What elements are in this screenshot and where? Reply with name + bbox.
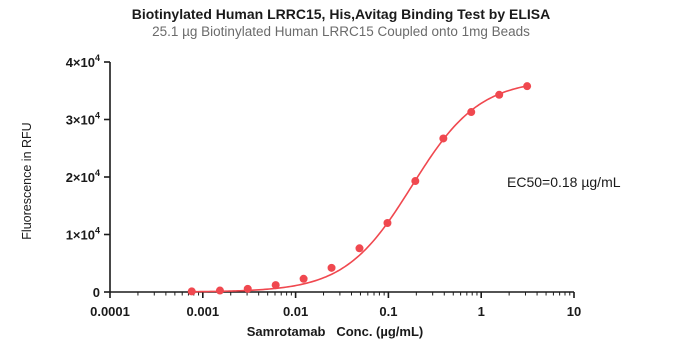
data-point: [411, 177, 420, 186]
data-point: [439, 134, 448, 143]
y-ticks: 0 1×104 2×104 3×104 4×104: [66, 53, 110, 300]
x-axis-label: Samrotamab Conc. (µg/mL): [247, 324, 424, 339]
y-axis-label: Fluorescence in RFU: [20, 122, 34, 239]
chart-subtitle: 25.1 µg Biotinylated Human LRRC15 Couple…: [152, 24, 530, 39]
y-tick-label: 3×104: [66, 111, 100, 128]
y-tick-label: 1×104: [66, 226, 100, 243]
y-tick-label: 0: [93, 285, 100, 300]
data-point: [355, 244, 364, 253]
data-point: [187, 287, 196, 296]
axes: [109, 62, 574, 293]
ec50-annotation: EC50=0.18 µg/mL: [507, 174, 621, 190]
x-tick-label: 1: [478, 304, 485, 319]
x-tick-label: 0.1: [379, 304, 397, 319]
x-tick-label: 0.001: [187, 304, 220, 319]
data-points: [187, 82, 532, 296]
fit-curve: [191, 85, 528, 293]
data-point: [215, 286, 224, 295]
data-point: [495, 90, 504, 99]
data-point: [243, 284, 252, 293]
data-point: [299, 274, 308, 283]
data-point: [467, 108, 476, 117]
y-tick-label: 2×104: [66, 168, 100, 185]
y-tick-label: 4×104: [66, 53, 100, 70]
data-point: [271, 281, 280, 290]
data-point: [523, 82, 532, 91]
data-point: [327, 263, 336, 272]
chart-title: Biotinylated Human LRRC15, His,Avitag Bi…: [131, 6, 551, 22]
data-point: [383, 219, 392, 227]
x-tick-label: 10: [567, 304, 581, 319]
x-tick-label: 0.01: [283, 304, 308, 319]
x-tick-label: 0.0001: [90, 304, 130, 319]
x-ticks: 0.0001 0.001 0.01 0.1 1 10: [90, 292, 581, 319]
